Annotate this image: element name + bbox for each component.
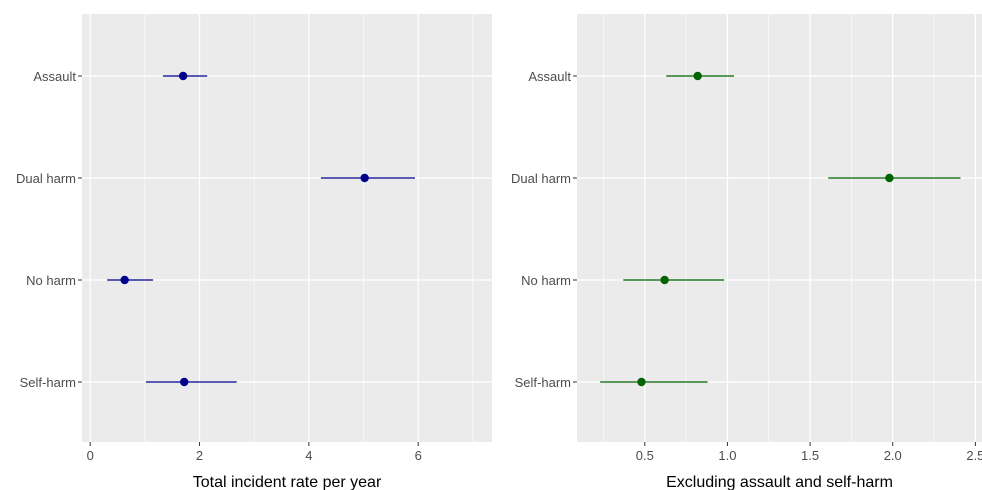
x-tick-label: 4 bbox=[305, 448, 312, 463]
x-tick-label: 6 bbox=[415, 448, 422, 463]
x-axis-title: Total incident rate per year bbox=[193, 474, 382, 490]
plot-background bbox=[577, 14, 982, 442]
x-tick-label: 2.5 bbox=[966, 448, 982, 463]
point-estimate-assault bbox=[693, 71, 702, 81]
panel-excl-assault: Assault Dual harm No harm Self-harm 0.5 1.0 1.… bbox=[511, 14, 982, 490]
x-tick-label: 0 bbox=[87, 448, 94, 463]
x-tick-label: 1.0 bbox=[718, 448, 736, 463]
point-estimate-self-harm bbox=[180, 377, 189, 387]
point-estimate-dual-harm bbox=[885, 173, 894, 183]
x-axis-title: Excluding assault and self-harm bbox=[666, 474, 893, 490]
point-estimate-self-harm bbox=[637, 377, 646, 387]
point-estimate-no-harm bbox=[660, 275, 669, 285]
panel-total-rate: Assault Dual harm No harm Self-harm 0 2 4 6 Tota… bbox=[16, 14, 492, 490]
x-tick-label: 1.5 bbox=[801, 448, 819, 463]
category-label: Assault bbox=[33, 69, 76, 84]
x-tick-label: 2 bbox=[196, 448, 203, 463]
category-label: Assault bbox=[528, 69, 571, 84]
x-tick-label: 2.0 bbox=[884, 448, 902, 463]
point-estimate-dual-harm bbox=[360, 173, 369, 183]
point-estimate-no-harm bbox=[120, 275, 129, 285]
category-label: Self-harm bbox=[20, 375, 76, 390]
plot-background bbox=[82, 14, 492, 442]
category-label: Dual harm bbox=[16, 171, 76, 186]
category-label: No harm bbox=[521, 273, 571, 288]
category-label: Self-harm bbox=[515, 375, 571, 390]
category-label: Dual harm bbox=[511, 171, 571, 186]
point-estimate-assault bbox=[178, 71, 188, 81]
category-label: No harm bbox=[26, 273, 76, 288]
x-tick-label: 0.5 bbox=[636, 448, 654, 463]
